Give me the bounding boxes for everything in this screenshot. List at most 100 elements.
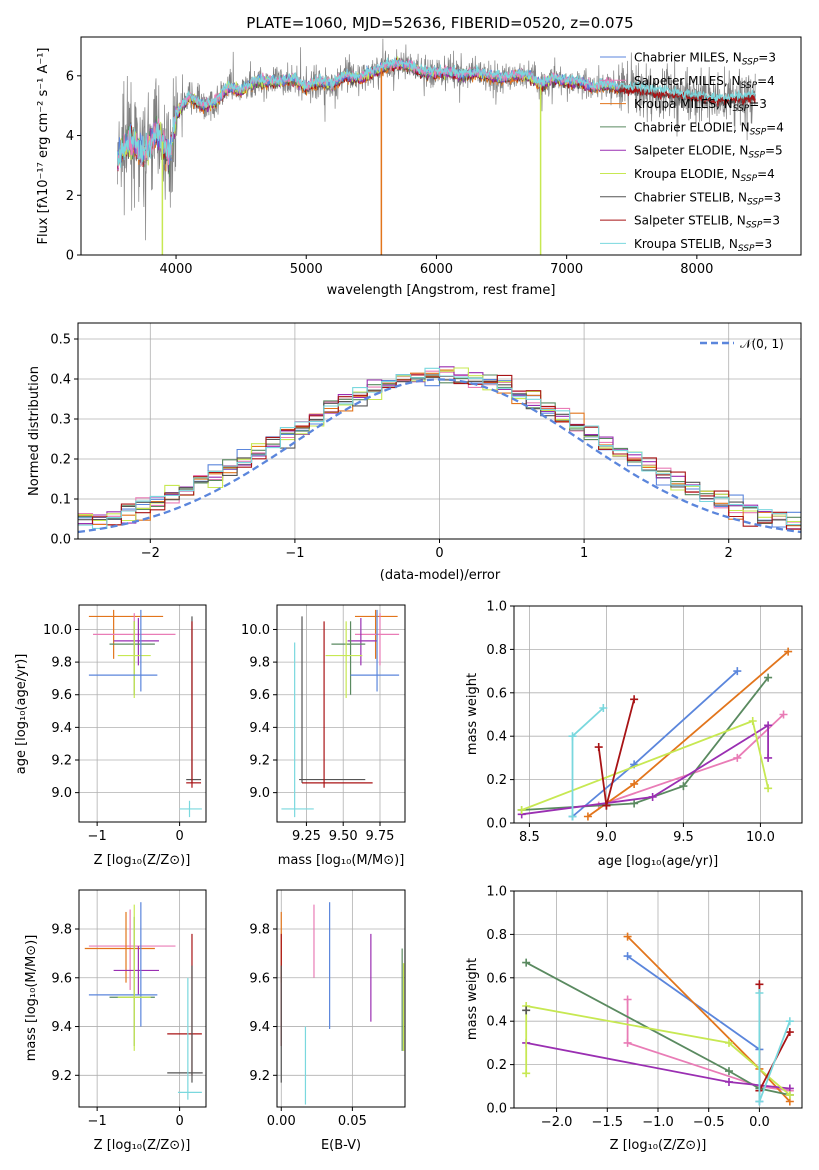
weight-age-series-kroupa-elodie-line: [521, 719, 769, 811]
spectrum-xtick-label: 4000: [159, 262, 192, 277]
legend-label-sub: SSP: [733, 104, 750, 114]
age-z-ytick-label: 9.4: [51, 721, 72, 736]
weight-age-series-kroupa-stelib-line: [571, 707, 604, 817]
legend-label-sub: SSP: [750, 127, 767, 137]
legend-label-sub: SSP: [738, 244, 755, 254]
mass-ebv-ytick-label: 9.2: [249, 1069, 270, 1084]
spectrum-ytick-label: 6: [66, 69, 74, 84]
age-mass-ytick-label: 9.8: [249, 656, 270, 671]
weight-z-series-kroupa-elodie-marker: [522, 1069, 531, 1078]
weight-age-series-salpeter-stelib-marker: [602, 801, 611, 810]
weight-age-series-kroupa-stelib-marker: [599, 703, 608, 712]
mass-z-point-salpeter-stelib: [167, 933, 202, 1076]
residuals-xtick-label: 0: [435, 546, 443, 561]
residuals-xtick-label: −1: [285, 546, 304, 561]
mass-z-ytick-label: 9.2: [51, 1069, 72, 1084]
residuals-ytick-label: 0.3: [50, 413, 71, 428]
mass-vs-ebv-frame: [276, 889, 406, 1108]
legend-label-main: Kroupa STELIB, N: [634, 237, 738, 251]
legend-label-kroupa-elodie: Kroupa ELODIE, NSSP=4: [634, 167, 775, 184]
legend-label-kroupa-miles: Kroupa MILES, NSSP=3: [634, 97, 767, 114]
weight-age-series-kroupa-miles-marker: [630, 779, 639, 788]
age-mass-xtick-label: 9.75: [366, 829, 395, 844]
weight-vs-age-panel: age [log₁₀(age/yr)] mass weight 8.5 9.0 9.…: [465, 600, 803, 869]
legend-label-main: Salpeter ELODIE, N: [634, 144, 748, 158]
weight-age-xtick-label: 9.5: [673, 830, 694, 845]
residuals-xtick-label: 2: [725, 546, 733, 561]
normal-legend-label: 𝒩(0, 1): [740, 337, 784, 351]
weight-z-series-kroupa-miles-marker: [623, 932, 632, 941]
legend-label-main: Chabrier STELIB, N: [634, 190, 747, 204]
normal-distribution-curve: [77, 378, 802, 534]
legend-label-sub: SSP: [741, 174, 758, 184]
weight-z-series-salpeter-stelib-marker: [755, 980, 764, 989]
weight-age-series-kroupa-miles-marker: [784, 647, 793, 656]
legend-label-main: Kroupa ELODIE, N: [634, 167, 741, 181]
weight-age-series-kroupa-stelib-marker: [568, 812, 577, 821]
age-z-ytick-label: 9.6: [51, 688, 72, 703]
legend-label-kroupa-stelib: Kroupa STELIB, NSSP=3: [634, 237, 772, 254]
mass-z-ytick-label: 9.6: [51, 971, 72, 986]
mass-z-point-kroupa-miles: [84, 911, 155, 983]
age-z-point-kroupa-stelib: [179, 800, 202, 818]
age-mass-ytick-label: 9.4: [249, 721, 270, 736]
weight-z-ytick-label: 0.8: [486, 928, 507, 943]
legend-label-salpeter-elodie: Salpeter ELODIE, NSSP=5: [634, 144, 783, 161]
age-mass-point-kroupa-stelib: [281, 642, 314, 818]
weight-z-series-salpeter-stelib: [755, 980, 794, 1095]
legend-label-tail: =3: [754, 237, 772, 251]
weight-z-series-kroupa-stelib-marker: [755, 988, 764, 997]
age-z-xtick-label: −1: [88, 829, 107, 844]
age-vs-mass-xlabel: mass [log₁₀(M/M⊙)]: [278, 853, 405, 868]
weight-age-series-salpeter-stelib: [594, 695, 639, 810]
weight-age-series-salpeter-stelib-line: [597, 699, 635, 806]
weight-age-series-kroupa-elodie-marker: [517, 805, 526, 814]
weight-z-ytick-label: 0.4: [486, 1015, 507, 1030]
weight-age-series-chabrier-miles-marker: [733, 667, 742, 676]
legend-label-tail: =4: [766, 120, 784, 134]
model-spectrum-kroupa-stelib: [117, 56, 756, 168]
weight-z-series-salpeter-miles-marker: [623, 995, 632, 1004]
weight-z-ytick-label: 1.0: [486, 885, 507, 900]
residuals-ytick-label: 0.4: [50, 373, 71, 388]
weight-age-series-kroupa-miles-marker: [583, 812, 592, 821]
age-vs-metallicity-frame: [78, 604, 207, 823]
weight-z-series-chabrier-miles-marker: [623, 952, 632, 961]
age-mass-ytick-label: 9.6: [249, 688, 270, 703]
residuals-ytick-label: 0.0: [50, 533, 71, 548]
legend-label-salpeter-miles: Salpeter MILES, NSSP=4: [634, 74, 775, 91]
legend-label-sub: SSP: [742, 58, 759, 68]
legend-label-main: Chabrier ELODIE, N: [634, 120, 750, 134]
age-mass-xtick-label: 9.25: [292, 829, 321, 844]
mass-z-point-chabrier-stelib: [167, 965, 203, 1083]
legend-label-main: Kroupa MILES, N: [634, 97, 733, 111]
age-z-xtick-label: 0: [175, 829, 183, 844]
mass-ebv-xtick-label: 0.00: [267, 1114, 296, 1129]
weight-vs-metallicity-xlabel: Z [log₁₀(Z/Z⊙)]: [610, 1138, 707, 1153]
age-z-ytick-label: 9.0: [51, 786, 72, 801]
residuals-xlabel: (data-model)/error: [380, 568, 501, 583]
weight-age-series-salpeter-elodie: [517, 721, 773, 819]
legend-label-tail: =5: [765, 144, 783, 158]
mass-ebv-xtick-label: 0.05: [338, 1114, 367, 1129]
weight-age-ytick-label: 0.6: [486, 686, 507, 701]
mass-z-ytick-label: 9.8: [51, 923, 72, 938]
legend-label-main: Chabrier MILES, N: [634, 51, 742, 65]
mass-vs-ebv-xlabel: E(B-V): [321, 1138, 361, 1153]
age-mass-ytick-label: 9.2: [249, 754, 270, 769]
weight-age-series-kroupa-elodie-marker: [748, 717, 757, 726]
spectrum-ytick-label: 2: [66, 189, 74, 204]
legend-label-main: Salpeter MILES, N: [634, 74, 741, 88]
weight-age-series-kroupa-miles-line: [587, 650, 789, 818]
spectrum-xtick-label: 6000: [420, 262, 453, 277]
weight-age-xtick-label: 10.0: [746, 830, 775, 845]
age-mass-point-salpeter-elodie: [347, 618, 378, 666]
age-z-ytick-label: 9.8: [51, 656, 72, 671]
spectrum-ytick-label: 4: [66, 129, 74, 144]
weight-age-series-salpeter-miles: [594, 710, 788, 810]
spectrum-ylabel: Flux [fλ10⁻¹⁷ erg cm⁻² s⁻¹ A⁻¹]: [36, 48, 51, 245]
legend-label-tail: =4: [757, 167, 775, 181]
age-z-point-chabrier-stelib: [186, 616, 202, 783]
legend-label-tail: =3: [762, 214, 780, 228]
residuals-ylabel: Normed distribution: [27, 366, 42, 496]
